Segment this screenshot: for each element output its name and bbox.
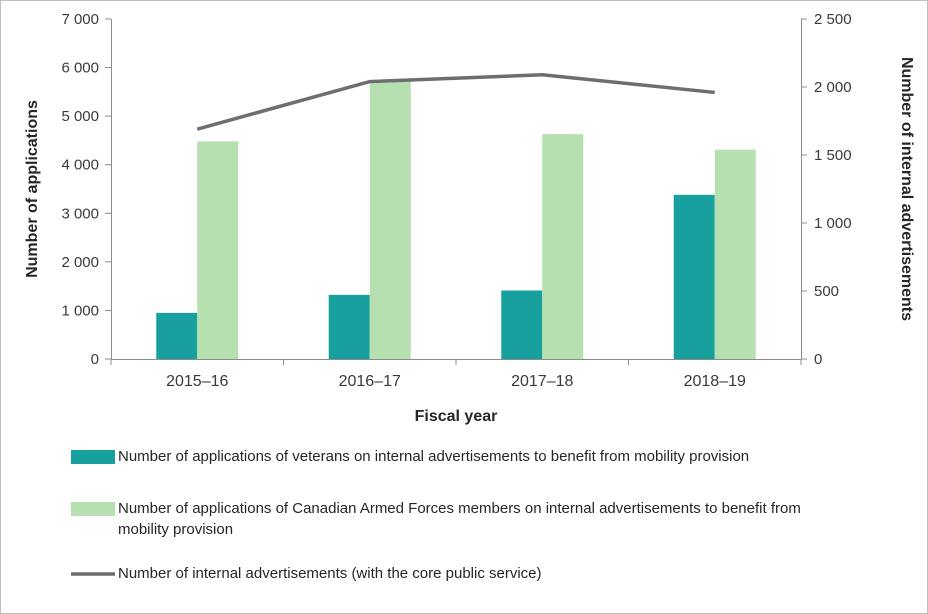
left-axis-tick-label: 6 000	[61, 60, 99, 77]
bar-series0-2016–17	[328, 294, 370, 359]
right-axis-tick-label: 2 500	[814, 11, 852, 28]
left-axis-tick-label: 1 000	[61, 302, 99, 319]
bar-series0-2017–18	[501, 290, 543, 359]
bar-series1-2015–16	[197, 141, 239, 359]
x-category-label: 2015–16	[166, 373, 228, 390]
bar-series1-2017–18	[542, 134, 584, 359]
swatch-rect	[71, 450, 115, 464]
legend-swatch-caf-bar	[71, 502, 115, 517]
left-axis-tick-label: 3 000	[61, 205, 99, 222]
legend-item-veterans: Number of applications of veterans on in…	[71, 447, 897, 467]
left-axis-tick-label: 4 000	[61, 157, 99, 174]
legend-item-internal-ads: Number of internal advertisements (with …	[71, 564, 897, 584]
x-category-label: 2016–17	[339, 373, 401, 390]
bar-series1-2018–19	[714, 149, 756, 359]
right-axis-tick-label: 0	[814, 351, 822, 368]
right-axis-tick-label: 1 000	[814, 215, 852, 232]
x-axis-title: Fiscal year	[415, 408, 498, 425]
bar-series0-2018–19	[673, 194, 715, 359]
left-axis-tick-label: 0	[91, 351, 99, 368]
right-axis-tick-label: 1 500	[814, 147, 852, 164]
legend-swatch-veterans-bar	[71, 450, 115, 464]
x-category-label: 2018–19	[684, 373, 746, 390]
left-axis-tick-label: 2 000	[61, 254, 99, 271]
combo-bar-line-chart: 0 1 000 2 000 3 000 4 000 5 000 6 000 7 000 0 500…	[24, 11, 915, 425]
internal-advertisements-line	[196, 73, 715, 131]
legend-label-internal-ads: Number of internal advertisements (with …	[118, 564, 542, 582]
right-axis-title: Number of internal advertisements	[898, 57, 915, 321]
legend: Number of applications of veterans on in…	[71, 447, 897, 584]
bar-series0-2015–16	[156, 312, 198, 359]
legend-label-veterans: Number of applications of veterans on in…	[118, 448, 750, 465]
left-axis-tick-label: 7 000	[61, 11, 99, 28]
legend-item-caf-members: Number of applications of Canadian Armed…	[71, 499, 897, 540]
left-axis-title: Number of applications	[24, 100, 41, 278]
legend-swatch-internal-ads-line	[71, 572, 115, 576]
right-axis-tick-label: 500	[814, 283, 839, 300]
x-category-label: 2017–18	[511, 373, 573, 390]
bar-series1-2016–17	[369, 80, 411, 359]
right-axis-tick-label: 2 000	[814, 79, 852, 96]
swatch-rect	[71, 502, 115, 517]
left-axis-tick-label: 5 000	[61, 108, 99, 125]
legend-label-caf-members: Number of applications of Canadian Armed…	[118, 500, 801, 538]
